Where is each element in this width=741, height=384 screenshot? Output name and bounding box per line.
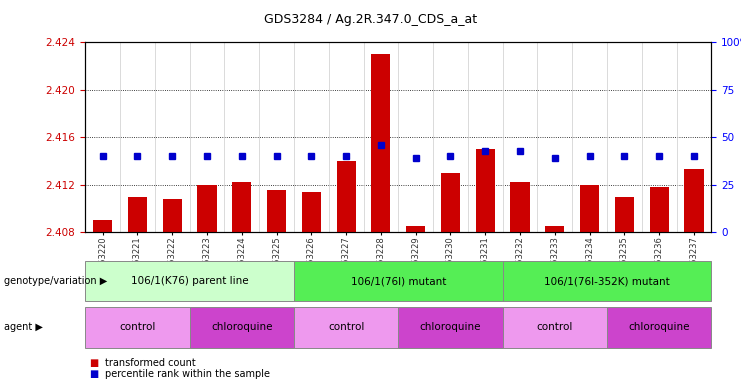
- Text: control: control: [328, 322, 365, 333]
- Text: percentile rank within the sample: percentile rank within the sample: [105, 369, 270, 379]
- Bar: [267, 190, 286, 232]
- Bar: [93, 220, 112, 232]
- Text: genotype/variation ▶: genotype/variation ▶: [4, 276, 107, 286]
- Bar: [371, 54, 391, 232]
- Text: GDS3284 / Ag.2R.347.0_CDS_a_at: GDS3284 / Ag.2R.347.0_CDS_a_at: [264, 13, 477, 26]
- Text: 106/1(K76) parent line: 106/1(K76) parent line: [130, 276, 248, 286]
- Text: 106/1(76I-352K) mutant: 106/1(76I-352K) mutant: [544, 276, 670, 286]
- Text: control: control: [536, 322, 573, 333]
- Text: transformed count: transformed count: [105, 358, 196, 368]
- Bar: [685, 169, 703, 232]
- Text: chloroquine: chloroquine: [419, 322, 481, 333]
- Bar: [441, 173, 460, 232]
- Bar: [615, 197, 634, 232]
- Bar: [406, 227, 425, 232]
- Bar: [128, 197, 147, 232]
- Text: chloroquine: chloroquine: [211, 322, 273, 333]
- Text: ■: ■: [89, 369, 98, 379]
- Bar: [545, 227, 565, 232]
- Text: ■: ■: [89, 358, 98, 368]
- Bar: [232, 182, 251, 232]
- Bar: [162, 199, 182, 232]
- Text: agent ▶: agent ▶: [4, 322, 42, 333]
- Bar: [580, 185, 599, 232]
- Bar: [336, 161, 356, 232]
- Bar: [197, 185, 216, 232]
- Bar: [511, 182, 530, 232]
- Text: 106/1(76I) mutant: 106/1(76I) mutant: [350, 276, 446, 286]
- Text: chloroquine: chloroquine: [628, 322, 690, 333]
- Bar: [302, 192, 321, 232]
- Text: control: control: [119, 322, 156, 333]
- Bar: [476, 149, 495, 232]
- Bar: [650, 187, 668, 232]
